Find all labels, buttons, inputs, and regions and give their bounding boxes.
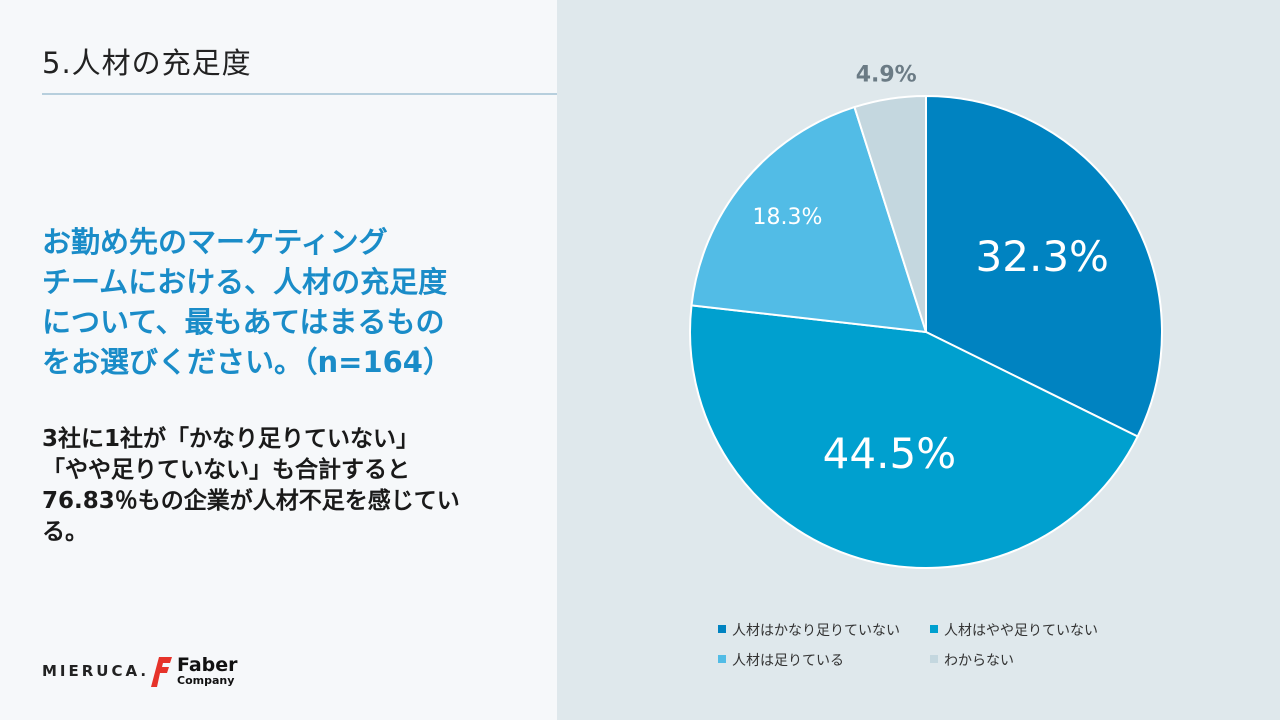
data-label: 32.3% [976,232,1109,281]
legend-swatch [718,625,726,633]
summary-line: 「やや足りていない」も合計すると [42,457,410,483]
legend-label: わからない [944,653,1014,669]
summary-line: 76.83％もの企業が人材不足を感じてい [42,488,460,514]
question-line: をお選びください。（n=164） [42,345,452,379]
question-line: お勤め先のマーケティング [42,225,388,259]
legend-label: 人材はやや足りていない [944,623,1098,639]
left-panel [0,0,557,720]
chart-legend: 人材はかなり足りていない 人材はやや足りていない 人材は足りている わからない [718,620,1138,680]
summary-line: る。 [42,519,88,545]
legend-label: 人材はかなり足りていない [732,623,900,639]
summary-line: 3社に1社が「かなり足りていない」 [42,426,420,452]
faber-company-logo: Faber Company [150,655,250,691]
mieruca-logo: MIERUCA. [42,662,150,680]
pie-slice [690,105,928,334]
data-label: 4.9% [856,62,917,87]
legend-item: わからない [930,650,1014,670]
data-label: 18.3% [752,205,822,230]
faber-mark-icon [151,657,172,687]
legend-label: 人材は足りている [732,653,844,669]
survey-question: お勤め先のマーケティング チームにおける、人材の充足度 について、最もあてはまる… [42,222,512,382]
data-label: 44.5% [823,429,956,478]
title-divider [42,93,557,95]
legend-item: 人材はやや足りていない [930,620,1098,640]
pie-slice [925,94,1163,438]
summary-text: 3社に1社が「かなり足りていない」 「やや足りていない」も合計すると 76.83… [42,424,522,548]
faber-sub: Company [177,674,235,687]
pie-slice [689,304,1139,569]
legend-item: 人材はかなり足りていない [718,620,900,640]
legend-swatch [930,625,938,633]
slide-title: 5.人材の充足度 [42,46,252,80]
legend-item: 人材は足りている [718,650,844,670]
legend-swatch [930,655,938,663]
faber-name: Faber [177,654,238,676]
question-line: について、最もあてはまるもの [42,305,445,339]
question-line: チームにおける、人材の充足度 [42,265,448,299]
legend-swatch [718,655,726,663]
pie-slice [853,94,927,333]
